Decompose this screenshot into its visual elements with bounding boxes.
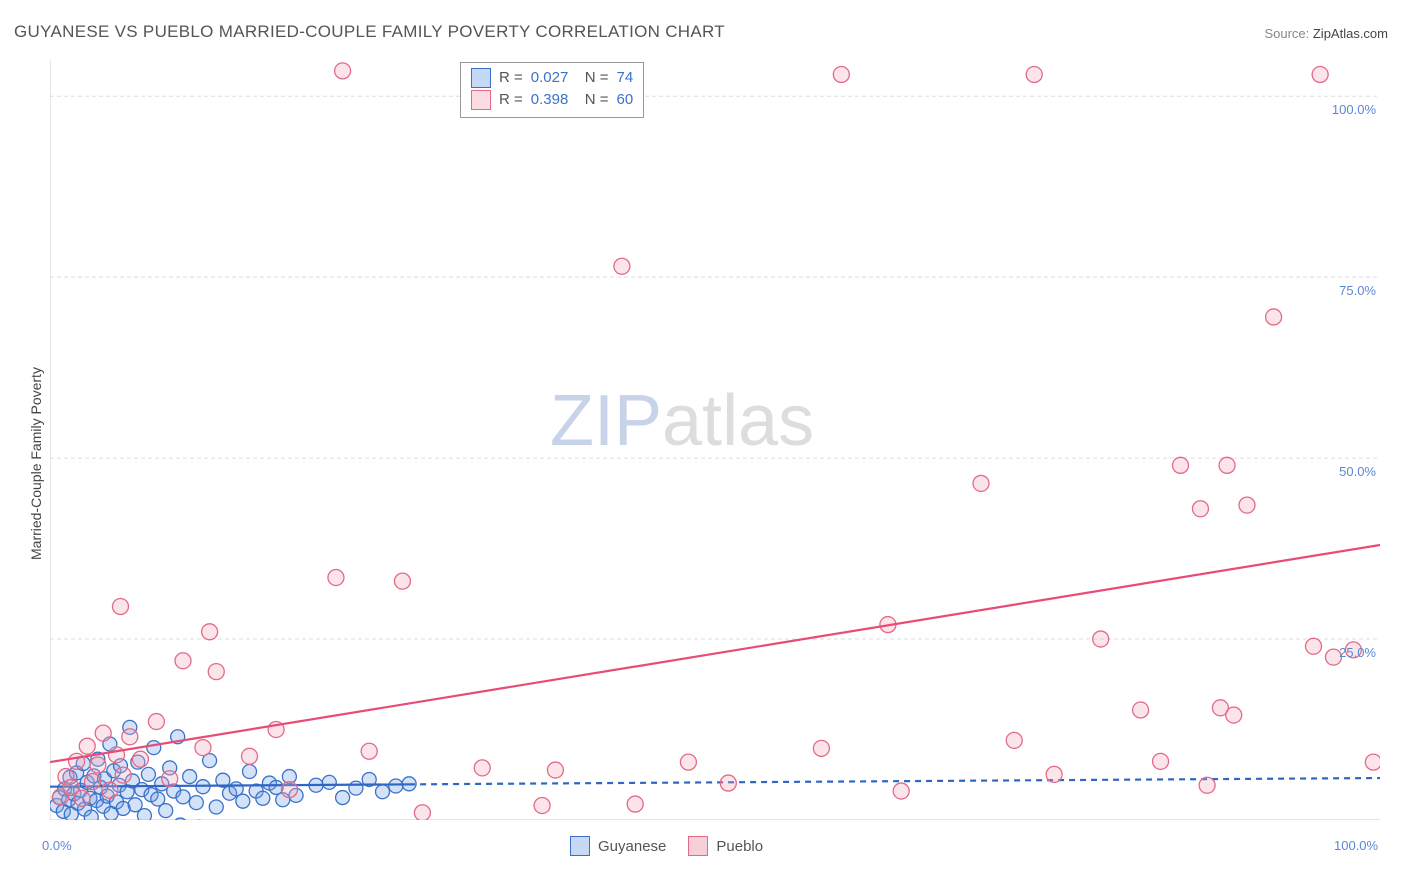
legend-n-value: 74	[617, 67, 634, 89]
legend-swatch	[471, 68, 491, 88]
legend-r-label: R =	[499, 89, 523, 111]
legend-swatch	[471, 90, 491, 110]
legend-r-label: R =	[499, 67, 523, 89]
legend-row: R = 0.398 N = 60	[471, 89, 633, 111]
series-legend: Guyanese Pueblo	[570, 836, 763, 856]
x-tick-label: 0.0%	[42, 838, 72, 853]
legend-r-value: 0.398	[531, 89, 577, 111]
chart-container: { "title":"GUYANESE VS PUEBLO MARRIED-CO…	[0, 0, 1406, 892]
y-tick-label: 50.0%	[1339, 464, 1376, 479]
y-tick-label: 25.0%	[1339, 645, 1376, 660]
series-legend-item: Pueblo	[688, 836, 763, 856]
legend-swatch	[688, 836, 708, 856]
legend-n-label: N =	[585, 67, 609, 89]
y-tick-label: 75.0%	[1339, 283, 1376, 298]
series-legend-item: Guyanese	[570, 836, 666, 856]
x-tick-label: 100.0%	[1334, 838, 1378, 853]
series-legend-label: Guyanese	[598, 838, 666, 855]
legend-row: R = 0.027 N = 74	[471, 67, 633, 89]
y-tick-label: 100.0%	[1332, 102, 1376, 117]
chart-source: Source: ZipAtlas.com	[1264, 26, 1388, 41]
chart-title: GUYANESE VS PUEBLO MARRIED-COUPLE FAMILY…	[14, 22, 725, 42]
scatter-plot	[50, 60, 1380, 820]
correlation-legend: R = 0.027 N = 74 R = 0.398 N = 60	[460, 62, 644, 118]
y-axis-label: Married-Couple Family Poverty	[28, 367, 44, 560]
series-legend-label: Pueblo	[716, 838, 763, 855]
legend-n-value: 60	[617, 89, 634, 111]
source-prefix: Source:	[1264, 26, 1312, 41]
legend-swatch	[570, 836, 590, 856]
legend-n-label: N =	[585, 89, 609, 111]
legend-r-value: 0.027	[531, 67, 577, 89]
source-name: ZipAtlas.com	[1313, 26, 1388, 41]
